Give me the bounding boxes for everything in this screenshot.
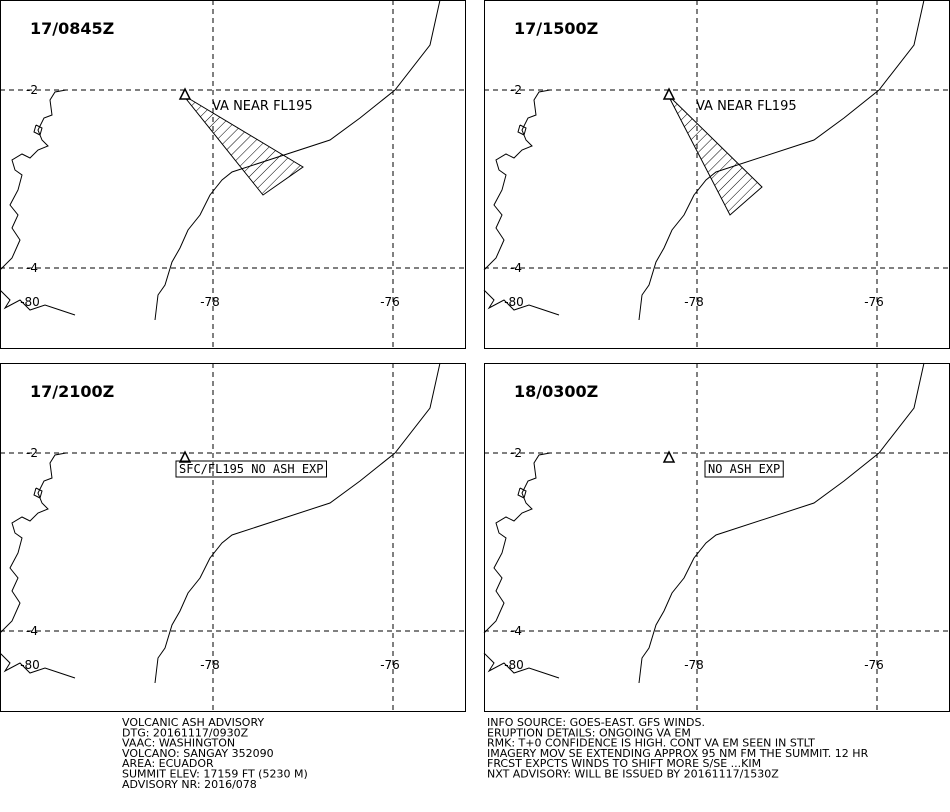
- label-box: [175, 460, 327, 478]
- ash-label: NO ASH EXP: [708, 462, 780, 476]
- advisory-line: FRCST EXPCTS WINDS TO SHIFT MORE S/SE ..…: [487, 757, 761, 770]
- volcano-icon: [662, 450, 676, 463]
- panel-time: 17/2100Z: [30, 382, 114, 401]
- panel-time: 17/0845Z: [30, 19, 114, 38]
- map-panel: -2 -4 -80 -78 -76 17/2100Z SFC/FL195 NO ASH EX…: [0, 362, 466, 712]
- volcano-icon: [178, 450, 192, 463]
- lat-label: -2: [26, 83, 38, 97]
- advisory-line: ADVISORY NR: 2016/078: [122, 778, 257, 791]
- ash-label: VA NEAR FL195: [212, 99, 313, 114]
- lon-label: -80: [20, 295, 40, 309]
- advisory-line: NXT ADVISORY: WILL BE ISSUED BY 20161117…: [487, 768, 779, 781]
- advisory-line: INFO SOURCE: GOES-EAST. GFS WINDS.: [487, 716, 705, 729]
- lon-label: -80: [504, 658, 524, 672]
- advisory-line: DTG: 20161117/0930Z: [122, 726, 249, 739]
- map-panel: -2 -4 -80 -78 -76 18/0300Z NO ASH EXP: [483, 362, 950, 712]
- advisory-line: VOLCANO: SANGAY 352090: [122, 747, 274, 760]
- lon-label: -76: [864, 295, 884, 309]
- label-box: [704, 460, 784, 478]
- panel-time: 17/1500Z: [514, 19, 598, 38]
- advisory-line: RMK: T+0 CONFIDENCE IS HIGH. CONT VA EM …: [487, 737, 815, 750]
- volcano-icon: [662, 87, 676, 100]
- advisory-line: VAAC: WASHINGTON: [122, 737, 235, 750]
- lon-label: -80: [504, 295, 524, 309]
- lat-label: -4: [26, 261, 38, 275]
- ash-area: [182, 94, 304, 196]
- lat-label: -4: [510, 261, 522, 275]
- lon-label: -76: [380, 658, 400, 672]
- lon-label: -76: [380, 295, 400, 309]
- map-panel: -2 -4 -80 -78 -76 17/1500Z VA NEAR FL195: [483, 0, 950, 349]
- panel-frame: [0, 0, 466, 349]
- lon-label: -80: [20, 658, 40, 672]
- map-panel: -2 -4 -80 -78 -76 17/0845Z VA NEAR FL195: [0, 0, 466, 349]
- lat-label: -4: [26, 624, 38, 638]
- lon-label: -76: [864, 658, 884, 672]
- advisory-line: IMAGERY MOV SE EXTENDING APPROX 95 NM FM…: [487, 747, 869, 760]
- ash-area: [667, 94, 763, 216]
- panel-time: 18/0300Z: [514, 382, 598, 401]
- lat-label: -4: [510, 624, 522, 638]
- ash-label: VA NEAR FL195: [696, 99, 797, 114]
- lat-label: -2: [510, 446, 522, 460]
- volcano-icon: [178, 87, 192, 100]
- panel-frame: [0, 363, 466, 712]
- advisory-line: VOLCANIC ASH ADVISORY: [122, 716, 264, 729]
- lon-label: -78: [684, 295, 704, 309]
- lat-label: -2: [26, 446, 38, 460]
- panel-frame: [484, 363, 950, 712]
- lon-label: -78: [200, 295, 220, 309]
- lat-label: -2: [510, 83, 522, 97]
- advisory-line: AREA: ECUADOR: [122, 757, 214, 770]
- ash-label: SFC/FL195 NO ASH EXP: [179, 462, 324, 476]
- lon-label: -78: [684, 658, 704, 672]
- advisory-line: ERUPTION DETAILS: ONGOING VA EM: [487, 726, 691, 739]
- advisory-line: SUMMIT ELEV: 17159 FT (5230 M): [122, 768, 308, 781]
- lon-label: -78: [200, 658, 220, 672]
